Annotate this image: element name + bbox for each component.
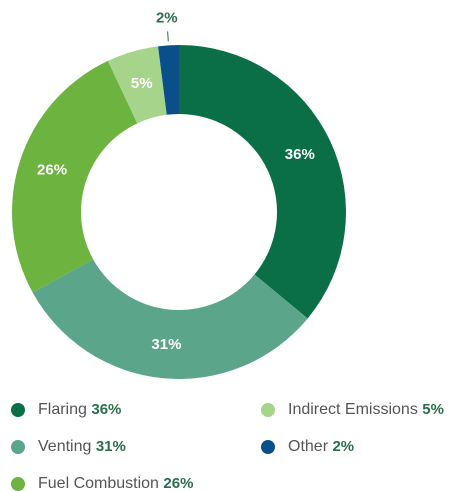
legend-swatch — [261, 403, 275, 417]
legend-value: 26% — [163, 475, 193, 491]
slice — [179, 45, 346, 319]
legend-name: Venting — [38, 438, 91, 455]
legend-name: Other — [288, 438, 329, 455]
legend-swatch — [261, 440, 275, 454]
slice — [32, 259, 308, 379]
legend-name: Indirect Emissions — [288, 401, 418, 418]
legend-entry: Indirect Emissions 5% — [288, 401, 444, 418]
slice-label: 5% — [131, 75, 153, 92]
legend-value: 2% — [332, 438, 354, 455]
leader-line — [167, 31, 169, 42]
legend-value: 36% — [91, 401, 121, 418]
slice — [107, 46, 167, 124]
legend-entry: Fuel Combustion 26% — [38, 475, 193, 491]
legend-entry: Other 2% — [288, 438, 354, 455]
slice — [11, 60, 138, 293]
legend-entry: Flaring 36% — [38, 401, 121, 418]
legend-swatch — [11, 440, 25, 454]
legend-name: Fuel Combustion — [38, 475, 159, 491]
legend-value: 5% — [422, 401, 444, 418]
slice-label: 31% — [151, 336, 181, 353]
legend-swatch — [11, 403, 25, 417]
legend-swatch — [11, 477, 25, 491]
legend-entry: Venting 31% — [38, 438, 126, 455]
slice — [158, 45, 179, 115]
slice-label: 26% — [37, 162, 67, 179]
legend-value: 31% — [96, 438, 126, 455]
slice-label: 36% — [285, 146, 315, 163]
slice-label: 2% — [156, 9, 178, 26]
legend-name: Flaring — [38, 401, 87, 418]
